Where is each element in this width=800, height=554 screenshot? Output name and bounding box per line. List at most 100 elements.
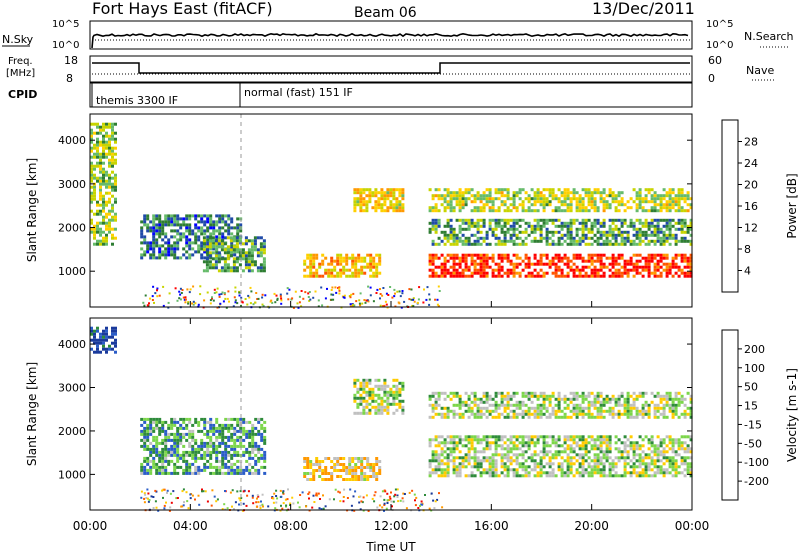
- data-cell: [161, 447, 165, 451]
- data-cell: [185, 432, 189, 436]
- data-cell: [218, 220, 222, 224]
- data-cell: [494, 471, 498, 475]
- data-cell: [458, 438, 462, 442]
- data-cell: [254, 468, 258, 472]
- data-cell: [587, 474, 591, 478]
- data-cell: [230, 244, 234, 248]
- noise-sky-trace: [91, 32, 689, 49]
- data-cell: [605, 409, 609, 413]
- data-cell: [467, 227, 471, 231]
- data-cell: [599, 412, 603, 416]
- data-cell: [182, 432, 186, 436]
- speckle-cell: [403, 300, 406, 303]
- data-cell: [102, 203, 105, 207]
- data-cell: [108, 185, 111, 189]
- speckle-cell: [276, 299, 279, 301]
- data-cell: [527, 394, 531, 398]
- data-cell: [554, 438, 558, 442]
- data-cell: [476, 209, 480, 213]
- data-cell: [548, 188, 552, 192]
- data-cell: [392, 206, 396, 210]
- data-cell: [506, 465, 510, 469]
- data-cell: [143, 441, 147, 445]
- data-cell: [324, 268, 328, 272]
- data-cell: [191, 229, 195, 233]
- data-cell: [650, 206, 654, 210]
- data-cell: [500, 400, 504, 404]
- data-cell: [440, 197, 444, 201]
- data-cell: [236, 438, 240, 442]
- data-cell: [479, 268, 483, 272]
- data-cell: [431, 409, 435, 413]
- data-cell: [206, 238, 210, 242]
- data-cell: [244, 242, 248, 246]
- data-cell: [209, 217, 213, 221]
- data-cell: [494, 438, 498, 442]
- data-cell: [203, 444, 207, 448]
- data-cell: [102, 335, 105, 339]
- data-cell: [506, 191, 510, 195]
- data-cell: [360, 472, 364, 475]
- speckle-cell: [381, 294, 384, 297]
- data-cell: [659, 236, 663, 240]
- data-cell: [551, 221, 555, 225]
- data-cell: [491, 256, 495, 260]
- data-cell: [662, 230, 666, 234]
- data-cell: [659, 209, 663, 213]
- data-cell: [518, 242, 522, 246]
- data-cell: [539, 200, 543, 204]
- data-cell: [191, 462, 195, 466]
- data-cell: [503, 435, 507, 439]
- data-cell: [461, 242, 465, 246]
- data-cell: [644, 242, 648, 246]
- data-cell: [602, 471, 606, 475]
- data-cell: [566, 474, 570, 478]
- data-cell: [230, 465, 234, 469]
- data-cell: [152, 420, 156, 424]
- data-cell: [590, 438, 594, 442]
- data-cell: [653, 471, 657, 475]
- speckle-cell: [349, 296, 352, 299]
- speckle-cell: [300, 290, 303, 292]
- freq-label-line2: [MHz]: [6, 68, 35, 79]
- data-cell: [206, 235, 210, 239]
- data-cell: [330, 256, 334, 260]
- data-cell: [464, 403, 468, 407]
- data-cell: [470, 253, 474, 257]
- data-cell: [218, 444, 222, 448]
- data-cell: [467, 197, 471, 201]
- data-cell: [176, 229, 180, 233]
- data-cell: [563, 188, 567, 192]
- data-cell: [656, 239, 660, 243]
- data-cell: [215, 244, 219, 248]
- data-cell: [662, 239, 666, 243]
- data-cell: [467, 224, 471, 228]
- data-cell: [401, 384, 405, 388]
- data-cell: [656, 224, 660, 228]
- speckle-cell: [379, 293, 382, 295]
- data-cell: [485, 203, 489, 207]
- data-cell: [244, 266, 248, 270]
- data-cell: [503, 474, 507, 478]
- data-cell: [491, 453, 495, 457]
- data-cell: [330, 475, 334, 478]
- data-cell: [641, 274, 645, 278]
- data-cell: [108, 209, 111, 213]
- data-cell: [351, 478, 355, 481]
- data-cell: [515, 206, 519, 210]
- data-cell: [143, 429, 147, 433]
- data-cell: [143, 250, 147, 254]
- data-cell: [105, 215, 108, 219]
- data-cell: [644, 474, 648, 478]
- data-cell: [566, 236, 570, 240]
- data-cell: [431, 194, 435, 198]
- data-cell: [497, 271, 501, 275]
- data-cell: [476, 271, 480, 275]
- data-cell: [515, 209, 519, 213]
- data-cell: [437, 456, 441, 460]
- data-cell: [188, 465, 192, 469]
- data-cell: [668, 200, 672, 204]
- data-cell: [488, 462, 492, 466]
- data-cell: [111, 170, 114, 174]
- data-cell: [449, 230, 453, 234]
